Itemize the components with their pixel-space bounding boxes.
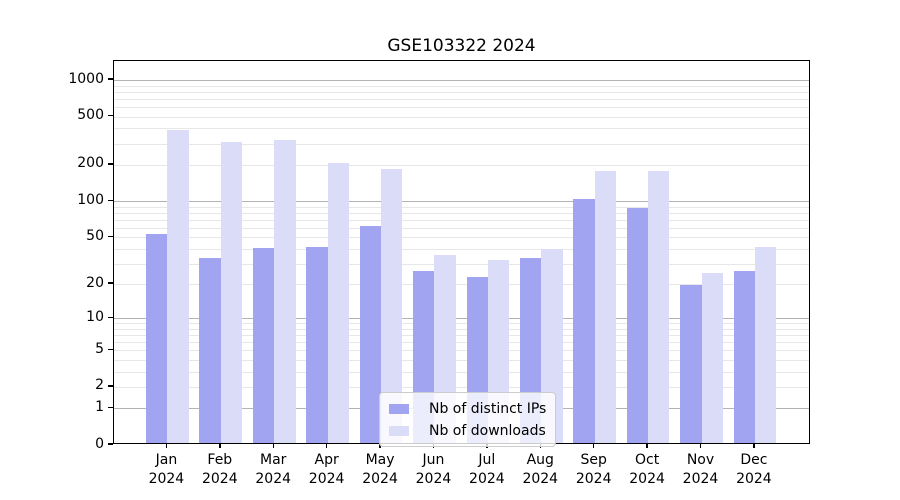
y-tick-label-0: 0 (95, 435, 104, 452)
y-tick-mark-5 (108, 348, 113, 351)
gridline-8 (114, 328, 809, 330)
bar-distinct-ips-dec (733, 270, 755, 443)
bar-downloads-oct (648, 171, 670, 443)
x-tick-mark-jan (165, 444, 168, 448)
y-tick-mark-1000 (108, 78, 113, 80)
bar-distinct-ips-may (359, 225, 382, 443)
y-tick-mark-100 (108, 199, 113, 201)
gridline-6 (114, 342, 809, 344)
x-tick-label-sep: Sep 2024 (575, 452, 612, 487)
gridline-60 (114, 227, 809, 229)
x-tick-label-apr: Apr 2024 (308, 452, 345, 487)
x-tick-label-nov: Nov 2024 (682, 452, 719, 487)
gridline-900 (114, 85, 809, 87)
bar-downloads-apr (327, 162, 349, 443)
gridline-80 (114, 212, 809, 214)
gridline-2 (114, 386, 809, 388)
y-tick-label-1: 1 (95, 398, 104, 415)
gridline-20 (114, 284, 809, 286)
gridline-5 (114, 350, 809, 352)
gridline-30 (114, 263, 809, 265)
y-tick-mark-500 (108, 114, 113, 117)
gridline-70 (114, 219, 809, 221)
x-tick-label-oct: Oct 2024 (629, 452, 665, 487)
bar-downloads-feb (220, 141, 243, 443)
y-tick-label-500: 500 (77, 107, 104, 124)
gridline-40 (114, 248, 809, 250)
bar-downloads-may (381, 169, 403, 443)
x-tick-mark-sep (592, 444, 595, 448)
legend-label-downloads: Nb of downloads (429, 422, 546, 439)
gridline-200 (114, 164, 809, 166)
gridline-7 (114, 335, 809, 337)
gridline-700 (114, 98, 809, 100)
y-tick-label-10: 10 (86, 308, 104, 325)
y-tick-mark-0 (108, 443, 113, 445)
bar-downloads-mar (274, 140, 296, 443)
y-tick-label-100: 100 (77, 191, 104, 208)
bar-distinct-ips-sep (573, 199, 595, 443)
x-tick-label-jan: Jan 2024 (148, 452, 185, 487)
legend-swatch-downloads (389, 425, 409, 436)
plot-area: Nb of distinct IPs Nb of downloads (113, 60, 810, 447)
bar-distinct-ips-mar (252, 248, 275, 443)
y-tick-mark-10 (108, 316, 113, 319)
y-tick-mark-1 (108, 406, 113, 409)
bar-distinct-ips-feb (199, 258, 221, 443)
x-tick-mark-nov (699, 444, 702, 448)
legend: Nb of distinct IPs Nb of downloads (379, 392, 557, 447)
y-tick-label-1000: 1000 (68, 70, 104, 87)
chart-title: GSE103322 2024 (387, 36, 536, 56)
y-tick-label-200: 200 (77, 155, 104, 172)
x-tick-mark-apr (325, 444, 328, 448)
y-tick-label-5: 5 (95, 340, 104, 357)
x-tick-mark-dec (753, 444, 755, 448)
legend-item-downloads: Nb of downloads (389, 421, 546, 440)
legend-item-distinct-ips: Nb of distinct IPs (389, 399, 546, 418)
y-tick-mark-50 (108, 235, 113, 237)
x-tick-mark-oct (646, 444, 648, 448)
legend-swatch-distinct-ips (389, 403, 409, 414)
gridline-90 (114, 206, 809, 208)
gridline-1000 (114, 80, 809, 82)
bar-distinct-ips-nov (680, 284, 702, 443)
gridline-400 (114, 128, 809, 130)
y-tick-label-20: 20 (86, 274, 104, 291)
y-tick-label-2: 2 (95, 377, 104, 394)
y-tick-label-50: 50 (86, 227, 104, 244)
gridline-4 (114, 359, 809, 361)
x-tick-label-dec: Dec 2024 (736, 452, 772, 487)
gridline-800 (114, 91, 809, 93)
bar-downloads-sep (594, 171, 617, 443)
bar-downloads-nov (701, 272, 723, 443)
gridline-300 (114, 143, 809, 145)
x-tick-label-feb: Feb 2024 (201, 452, 238, 487)
bar-distinct-ips-jan (146, 234, 168, 443)
bar-downloads-jan (167, 129, 189, 443)
y-tick-mark-2 (108, 385, 113, 387)
gridline-600 (114, 107, 809, 108)
x-tick-label-may: May 2024 (362, 452, 398, 487)
gridline-10 (114, 318, 809, 320)
gridline-500 (114, 116, 809, 118)
bar-distinct-ips-apr (306, 246, 328, 443)
x-tick-label-jul: Jul 2024 (469, 452, 505, 487)
gridline-50 (114, 237, 809, 239)
bar-distinct-ips-oct (626, 207, 649, 443)
y-tick-mark-200 (108, 163, 113, 165)
x-tick-mark-feb (219, 444, 221, 448)
gridline-100 (114, 201, 809, 203)
x-tick-label-aug: Aug 2024 (522, 452, 559, 487)
bar-downloads-dec (754, 246, 777, 443)
gridline-3 (114, 371, 809, 373)
x-tick-label-jun: Jun 2024 (415, 452, 452, 487)
gridline-9 (114, 323, 809, 325)
x-tick-label-mar: Mar 2024 (255, 452, 292, 487)
legend-label-distinct-ips: Nb of distinct IPs (429, 400, 547, 417)
y-tick-mark-20 (108, 282, 113, 284)
x-tick-mark-mar (272, 444, 274, 448)
